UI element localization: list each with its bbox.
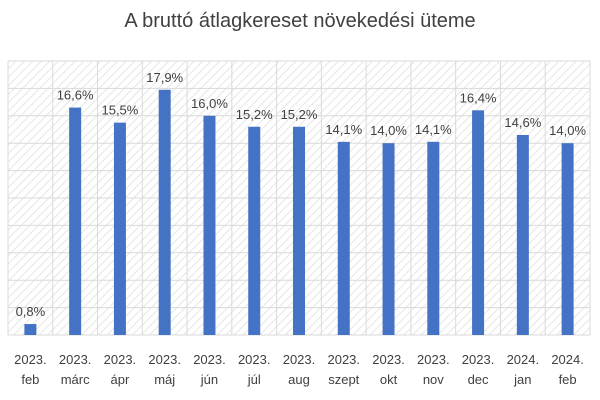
bars — [24, 89, 574, 336]
x-tick-label: júl — [247, 372, 261, 387]
x-tick-label: 2023. — [238, 352, 271, 367]
x-tick-label: 2023. — [372, 352, 405, 367]
bar — [203, 115, 216, 335]
x-tick-label: 2023. — [283, 352, 316, 367]
bar — [561, 143, 574, 335]
x-tick-label: 2023. — [327, 352, 360, 367]
x-tick-label: 2023. — [104, 352, 137, 367]
bar — [293, 126, 305, 335]
x-tick-label: 2023. — [148, 352, 181, 367]
x-tick-label: dec — [468, 372, 489, 387]
x-tick-label: feb — [21, 372, 39, 387]
data-label: 14,0% — [370, 123, 407, 138]
x-tick-label: márc — [61, 372, 90, 387]
bar — [69, 107, 82, 335]
bar — [24, 324, 37, 335]
bar — [337, 141, 350, 335]
bar — [472, 110, 485, 335]
bar — [248, 126, 261, 335]
data-label: 16,4% — [460, 90, 497, 105]
x-tick-label: 2023. — [59, 352, 92, 367]
data-label: 15,2% — [236, 107, 273, 122]
x-tick-label: okt — [380, 372, 398, 387]
x-tick-label: 2023. — [193, 352, 226, 367]
data-labels: 0,8% 16,6% 15,5% 17,9% 16,0% 15,2% 15,2% 14,1% 1… — [16, 70, 587, 319]
data-label: 15,2% — [281, 107, 318, 122]
x-tick-label: 2023. — [417, 352, 450, 367]
x-tick-label: máj — [154, 372, 175, 387]
x-tick-label: szept — [328, 372, 359, 387]
data-label: 17,9% — [146, 70, 183, 85]
bar — [516, 134, 529, 335]
x-tick-label: 2023. — [462, 352, 495, 367]
x-tick-label: 2024. — [507, 352, 540, 367]
data-label: 14,1% — [325, 122, 362, 137]
chart-title: A bruttó átlagkereset növekedési üteme — [124, 10, 476, 32]
x-tick-label: 2024. — [551, 352, 584, 367]
bar — [427, 141, 440, 335]
data-label: 16,6% — [57, 88, 94, 103]
x-tick-label: 2023. — [14, 352, 47, 367]
x-tick-label: ápr — [111, 372, 130, 387]
x-tick-label: nov — [423, 372, 444, 387]
x-tick-label: aug — [288, 372, 310, 387]
x-tick-label: feb — [559, 372, 577, 387]
x-tick-label: jan — [513, 372, 531, 387]
data-label: 14,1% — [415, 122, 452, 137]
data-label: 15,5% — [101, 103, 138, 118]
data-label: 14,6% — [504, 115, 541, 130]
data-label: 14,0% — [549, 123, 586, 138]
data-label: 0,8% — [16, 304, 46, 319]
bar — [113, 122, 126, 336]
x-tick-label: jún — [200, 372, 218, 387]
x-axis-tick-labels: 2023. feb 2023. márc 2023. ápr 2023. máj 2023. jú… — [14, 352, 584, 387]
bar — [382, 143, 395, 335]
bar — [158, 89, 171, 336]
data-label: 16,0% — [191, 96, 228, 111]
